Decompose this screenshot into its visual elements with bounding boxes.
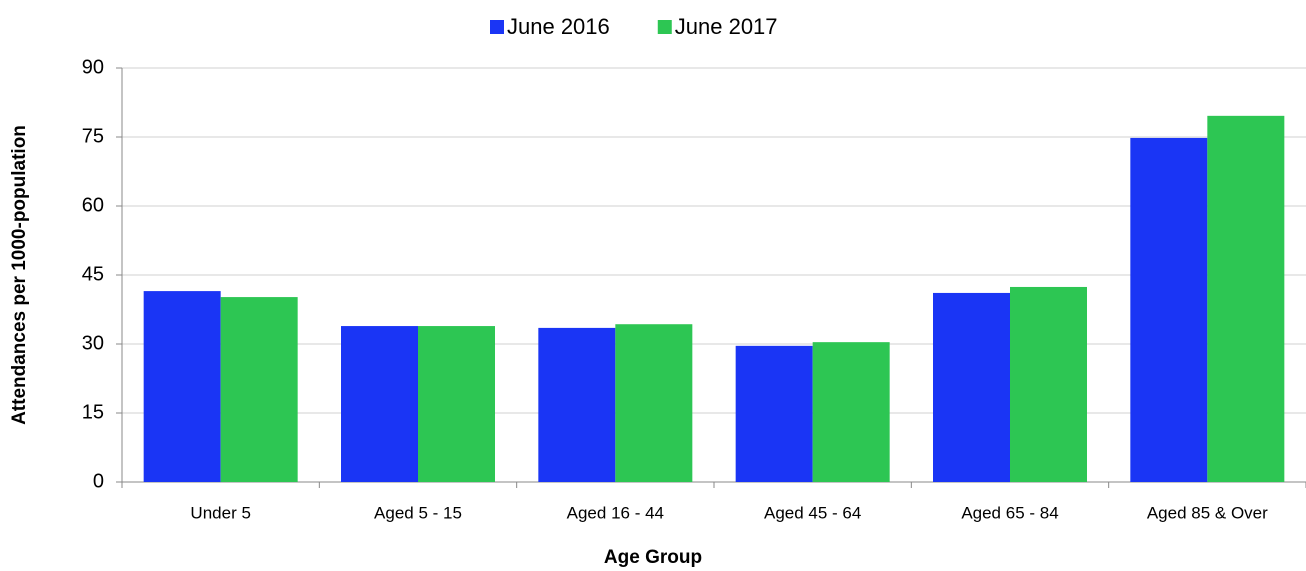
y-tick-label: 60 <box>82 194 104 216</box>
legend-swatch <box>657 20 672 34</box>
y-tick-label: 0 <box>93 470 104 492</box>
bar <box>735 345 813 482</box>
y-tick-label: 75 <box>82 125 104 147</box>
x-tick-label: Aged 45 - 64 <box>764 503 861 522</box>
legend-swatch <box>490 20 504 34</box>
bar <box>341 326 418 482</box>
bar <box>220 297 298 482</box>
x-tick-label: Aged 85 & Over <box>1147 503 1268 522</box>
x-tick-label: Aged 5 - 15 <box>374 503 462 522</box>
bar <box>1010 286 1087 482</box>
bar <box>538 327 616 482</box>
y-tick-label: 45 <box>82 263 104 285</box>
bar <box>1207 115 1285 482</box>
bar <box>812 342 890 482</box>
x-axis-title: Age Group <box>604 547 702 568</box>
y-tick-label: 15 <box>82 401 104 423</box>
x-tick-label: Aged 16 - 44 <box>567 503 664 522</box>
legend-label: June 2016 <box>507 14 610 39</box>
bar <box>143 291 221 482</box>
legend-label: June 2017 <box>675 14 778 39</box>
x-tick-label: Aged 65 - 84 <box>961 503 1058 522</box>
y-tick-label: 90 <box>82 56 104 78</box>
bar <box>615 324 693 482</box>
y-axis-title: Attendances per 1000-population <box>9 125 30 425</box>
bar <box>1130 137 1208 483</box>
bar <box>418 326 495 482</box>
bar <box>933 292 1010 482</box>
y-tick-label: 30 <box>82 332 104 354</box>
x-tick-label: Under 5 <box>190 503 250 522</box>
